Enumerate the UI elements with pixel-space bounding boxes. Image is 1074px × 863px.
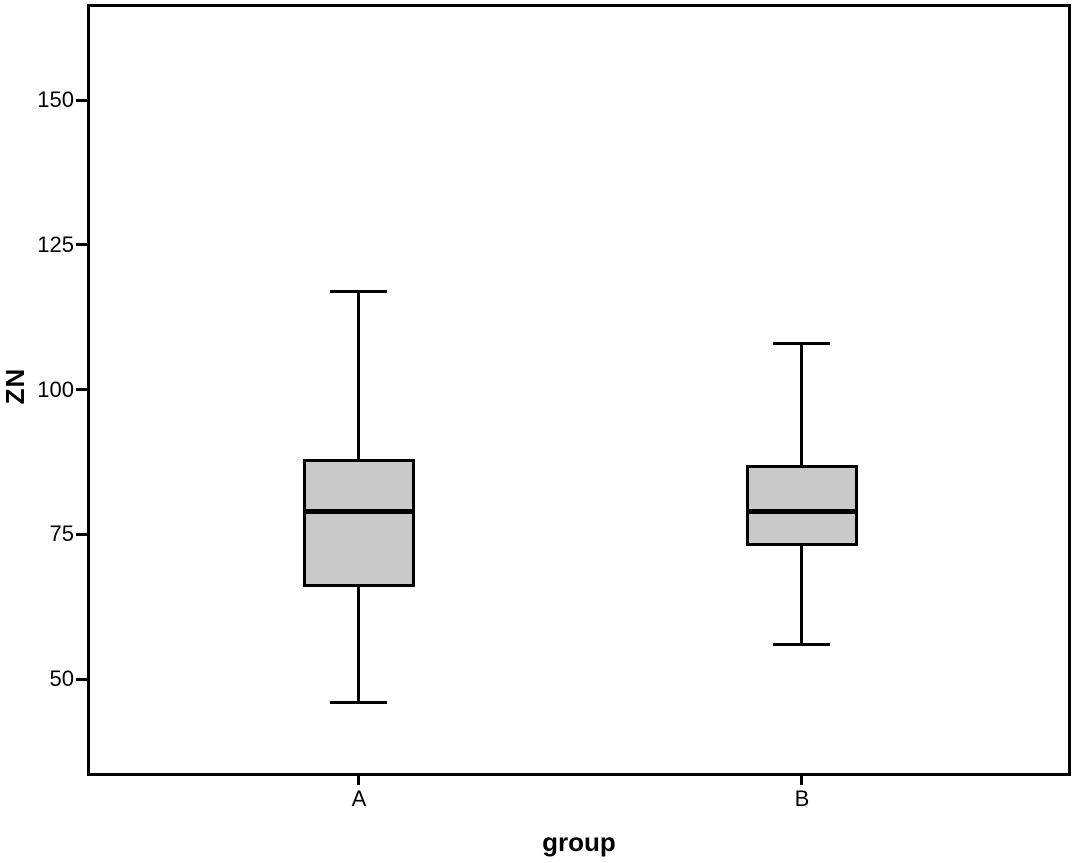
y-tick-label: 150 (37, 87, 74, 113)
y-tick-label: 75 (49, 521, 74, 547)
whisker-cap-bottom-B (773, 643, 831, 647)
box-A (302, 459, 415, 587)
x-tick-label: A (351, 786, 367, 811)
box-B (745, 464, 858, 547)
x-axis-title: group (542, 827, 616, 857)
y-tick-mark (76, 388, 87, 392)
whisker-bottom-B (800, 546, 804, 645)
whisker-top-A (357, 291, 361, 460)
y-tick-label: 100 (37, 376, 74, 402)
plot-area (87, 4, 1071, 776)
y-tick-mark (76, 243, 87, 247)
x-tick-label: B (794, 786, 810, 811)
median-A (302, 508, 415, 514)
y-tick-label: 125 (37, 231, 74, 257)
y-tick-mark (76, 532, 87, 536)
whisker-cap-bottom-A (330, 700, 388, 704)
y-tick-label: 50 (49, 666, 74, 692)
x-tick-mark (800, 776, 804, 785)
y-tick-mark (76, 98, 87, 102)
x-tick-mark (357, 776, 361, 785)
plot-area-frame (87, 4, 1071, 776)
y-tick-mark (76, 677, 87, 681)
median-B (745, 508, 858, 514)
whisker-bottom-A (357, 586, 361, 703)
whisker-top-B (800, 343, 804, 465)
